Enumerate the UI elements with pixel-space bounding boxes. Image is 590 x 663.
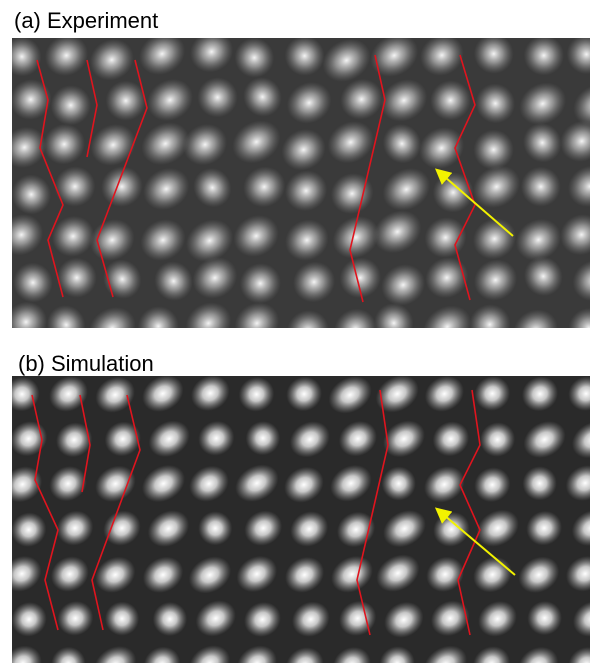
figure: (a) Experiment (b) Simulation — [0, 0, 590, 663]
panel-label: (a) Experiment — [14, 8, 158, 33]
panel-label: (b) Simulation — [18, 351, 154, 376]
